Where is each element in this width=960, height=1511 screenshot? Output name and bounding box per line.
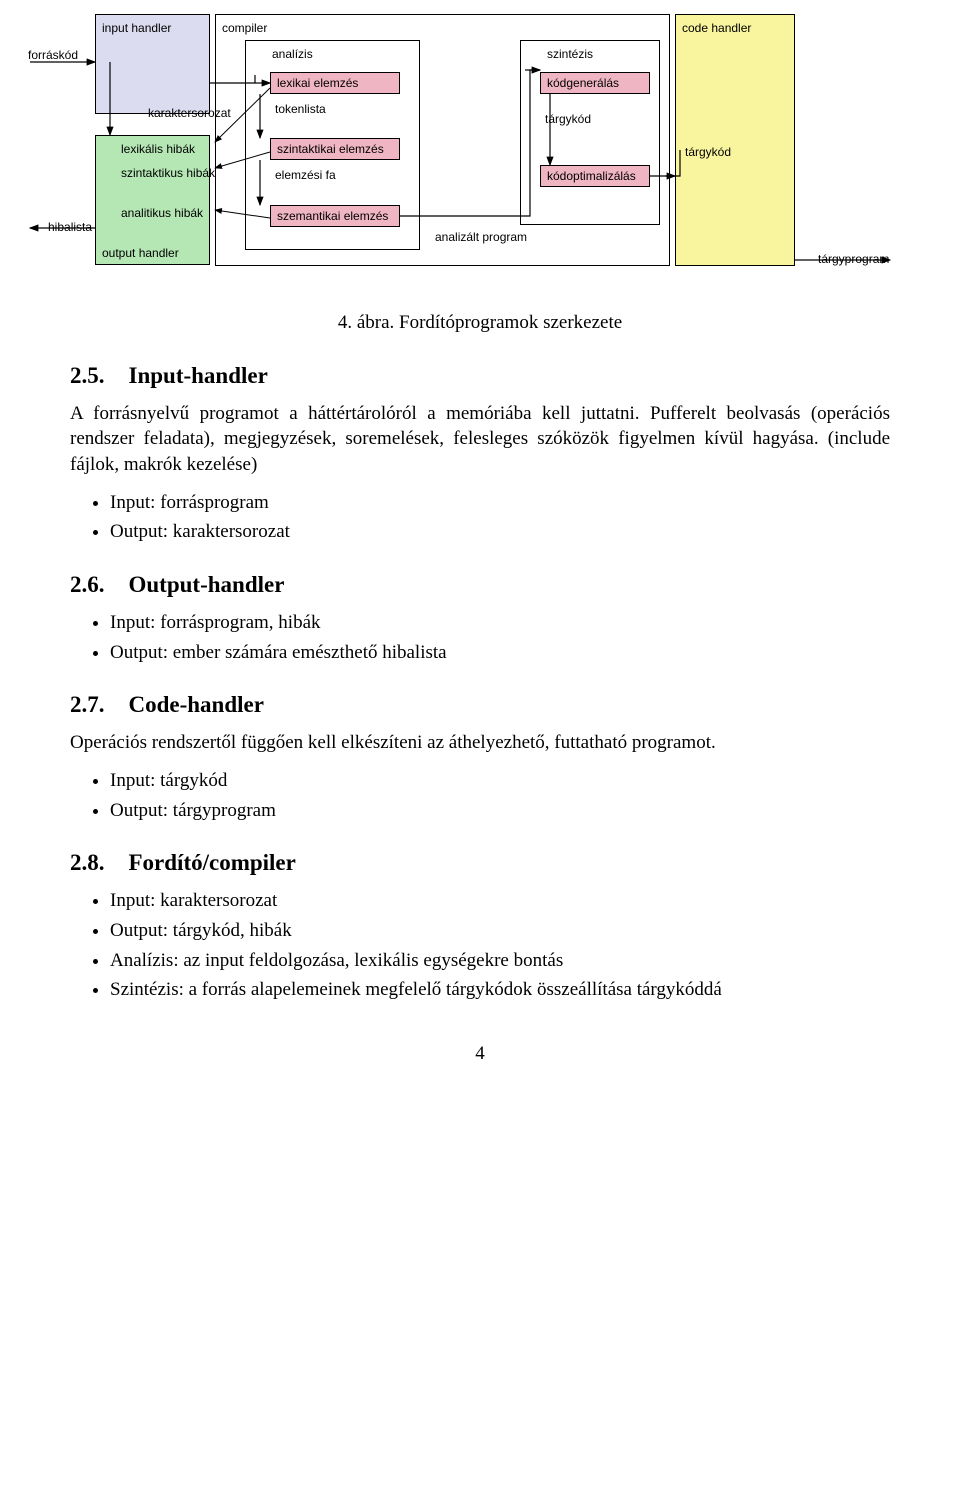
label-analit-hibak: analitikus hibák	[121, 206, 203, 220]
box-code-handler: code handler	[675, 14, 795, 266]
list-item: Input: karaktersorozat	[110, 888, 890, 914]
figure-caption: 4. ábra. Fordítóprogramok szerkezete	[70, 310, 890, 336]
label-code-handler: code handler	[682, 21, 751, 35]
heading-title: Code-handler	[129, 692, 264, 717]
label-compiler: compiler	[222, 21, 267, 35]
para-2-5: A forrásnyelvű programot a háttértárolór…	[70, 401, 890, 478]
label-targykod-mid: tárgykód	[545, 112, 591, 126]
heading-2-5: 2.5. Input-handler	[70, 360, 890, 391]
document-body: 4. ábra. Fordítóprogramok szerkezete 2.5…	[70, 310, 890, 1003]
list-item: Input: tárgykód	[110, 768, 890, 794]
label-kodopt: kódoptimalizálás	[547, 169, 636, 183]
list-item: Output: tárgykód, hibák	[110, 918, 890, 944]
box-output-handler: lexikális hibák szintaktikus hibák anali…	[95, 135, 210, 265]
heading-num: 2.6.	[70, 572, 105, 597]
list-2-6: Input: forrásprogram, hibák Output: embe…	[70, 610, 890, 665]
label-input-handler: input handler	[102, 21, 171, 35]
list-item: Output: tárgyprogram	[110, 798, 890, 824]
box-lexikai: lexikai elemzés	[270, 72, 400, 94]
label-hibalista: hibalista	[48, 220, 92, 234]
heading-2-8: 2.8. Fordító/compiler	[70, 847, 890, 878]
box-kodopt: kódoptimalizálás	[540, 165, 650, 187]
heading-title: Output-handler	[129, 572, 285, 597]
heading-num: 2.7.	[70, 692, 105, 717]
label-forraskod: forráskód	[28, 48, 78, 62]
label-targyprogram: tárgyprogram	[818, 252, 889, 266]
box-kodgen: kódgenerálás	[540, 72, 650, 94]
label-targykod-right: tárgykód	[685, 145, 731, 159]
list-2-5: Input: forrásprogram Output: karaktersor…	[70, 490, 890, 545]
label-szintaktikai: szintaktikai elemzés	[277, 142, 384, 156]
box-szemantikai: szemantikai elemzés	[270, 205, 400, 227]
label-analizalt-program: analizált program	[435, 230, 527, 244]
label-szint-hibak: szintaktikus hibák	[121, 166, 215, 180]
label-karaktersorozat: karaktersorozat	[148, 106, 231, 120]
heading-num: 2.5.	[70, 363, 105, 388]
compiler-diagram: input handler lexikális hibák szintaktik…	[20, 10, 940, 290]
label-elemzesi-fa: elemzési fa	[275, 168, 336, 182]
list-item: Output: karaktersorozat	[110, 519, 890, 545]
label-analizis: analízis	[272, 47, 313, 61]
list-item: Analízis: az input feldolgozása, lexikál…	[110, 948, 890, 974]
para-2-7: Operációs rendszertől függően kell elkés…	[70, 730, 890, 756]
list-2-8: Input: karaktersorozat Output: tárgykód,…	[70, 888, 890, 1003]
box-szintaktikai: szintaktikai elemzés	[270, 138, 400, 160]
heading-num: 2.8.	[70, 850, 105, 875]
label-szemantikai: szemantikai elemzés	[277, 209, 388, 223]
heading-title: Fordító/compiler	[129, 850, 296, 875]
label-lexikai: lexikai elemzés	[277, 76, 358, 90]
label-kodgen: kódgenerálás	[547, 76, 619, 90]
label-szintezis: szintézis	[547, 47, 593, 61]
list-item: Input: forrásprogram, hibák	[110, 610, 890, 636]
heading-2-6: 2.6. Output-handler	[70, 569, 890, 600]
list-item: Input: forrásprogram	[110, 490, 890, 516]
list-item: Szintézis: a forrás alapelemeinek megfel…	[110, 977, 890, 1003]
heading-2-7: 2.7. Code-handler	[70, 689, 890, 720]
heading-title: Input-handler	[129, 363, 268, 388]
box-szintezis: szintézis	[520, 40, 660, 225]
label-output-handler: output handler	[102, 246, 179, 260]
label-lex-hibak: lexikális hibák	[121, 142, 195, 156]
list-item: Output: ember számára emészthető hibalis…	[110, 640, 890, 666]
box-input-handler: input handler	[95, 14, 210, 114]
page-number: 4	[0, 1043, 960, 1085]
label-tokenlista: tokenlista	[275, 102, 326, 116]
list-2-7: Input: tárgykód Output: tárgyprogram	[70, 768, 890, 823]
